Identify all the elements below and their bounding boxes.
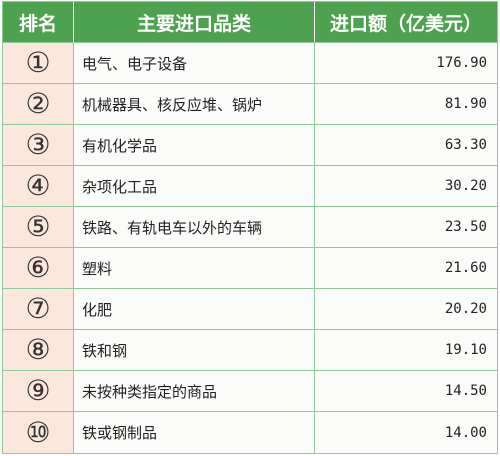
amount-cell: 30.20 [444, 178, 487, 194]
category-cell: 铁和钢 [74, 330, 315, 370]
amount-cell: 21.60 [444, 260, 487, 276]
amount-cell: 14.50 [444, 383, 487, 399]
rank-number: ① [25, 46, 51, 79]
header-rank: 排名 [3, 2, 74, 42]
rank-cell: ① [3, 43, 74, 83]
category-cell: 塑料 [74, 248, 315, 288]
category-cell: 未按种类指定的商品 [74, 371, 315, 411]
rank-cell: ② [3, 84, 74, 124]
rank-number: ④ [25, 169, 51, 202]
table-row: ④ 杂项化工品 30.20 [3, 166, 497, 207]
rank-number: ⑤ [25, 210, 51, 243]
rank-cell: ⑨ [3, 371, 74, 411]
rank-cell: ⑧ [3, 330, 74, 370]
table-row: ⑦ 化肥 20.20 [3, 289, 497, 330]
amount-cell: 14.00 [444, 424, 487, 441]
category-cell: 有机化学品 [74, 125, 315, 165]
amount-cell: 23.50 [444, 219, 487, 235]
amount-cell: 81.90 [444, 96, 487, 112]
amount-cell: 19.10 [444, 342, 487, 358]
rank-cell: ⑥ [3, 248, 74, 288]
table-row: ⑥ 塑料 21.60 [3, 248, 497, 289]
rank-number: ⑥ [25, 251, 51, 284]
table-header-row: 排名 主要进口品类 进口额（亿美元） [3, 2, 497, 43]
table-row: ⑩ 铁或钢制品 14.00 [3, 412, 497, 453]
category-cell: 铁或钢制品 [74, 412, 315, 453]
table-row: ③ 有机化学品 63.30 [3, 125, 497, 166]
table-row: ⑧ 铁和钢 19.10 [3, 330, 497, 371]
table-row: ⑨ 未按种类指定的商品 14.50 [3, 371, 497, 412]
rank-number: ③ [25, 128, 51, 161]
category-cell: 电气、电子设备 [74, 43, 315, 83]
table-row: ② 机械器具、核反应堆、锅炉 81.90 [3, 84, 497, 125]
rank-cell: ⑦ [3, 289, 74, 329]
rank-cell: ⑩ [3, 412, 74, 453]
header-amount: 进口额（亿美元） [329, 12, 482, 35]
rank-number: ⑩ [25, 415, 51, 449]
category-cell: 化肥 [74, 289, 315, 329]
table-row: ⑤ 铁路、有轨电车以外的车辆 23.50 [3, 207, 497, 248]
rank-cell: ④ [3, 166, 74, 206]
category-cell: 铁路、有轨电车以外的车辆 [74, 207, 315, 247]
rank-number: ② [25, 87, 51, 120]
category-cell: 杂项化工品 [74, 166, 315, 206]
amount-cell: 20.20 [444, 301, 487, 317]
rank-cell: ③ [3, 125, 74, 165]
header-category: 主要进口品类 [74, 2, 315, 42]
rank-number: ⑧ [25, 333, 51, 366]
table-row: ① 电气、电子设备 176.90 [3, 43, 497, 84]
amount-cell: 176.90 [436, 55, 487, 71]
category-cell: 机械器具、核反应堆、锅炉 [74, 84, 315, 124]
amount-cell: 63.30 [444, 137, 487, 153]
rank-number: ⑦ [25, 292, 51, 325]
rank-cell: ⑤ [3, 207, 74, 247]
rank-number: ⑨ [25, 374, 51, 407]
